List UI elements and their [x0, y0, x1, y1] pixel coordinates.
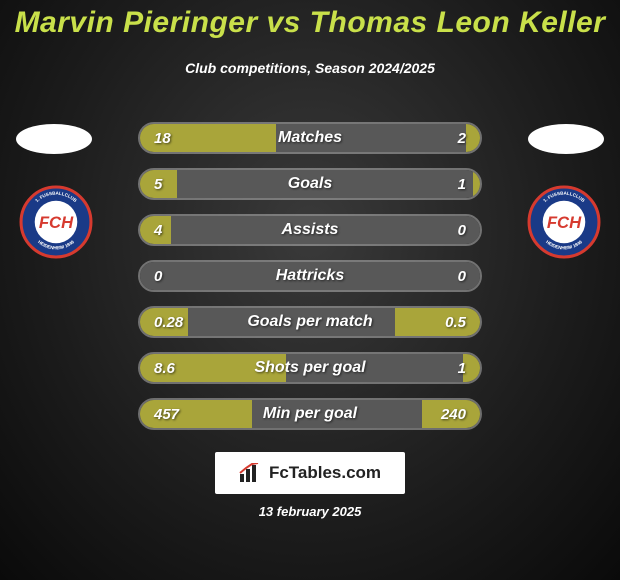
comparison-bars: 182Matches 51Goals 40Assists 00Hattricks 0.2…	[138, 122, 482, 444]
date-line: 13 february 2025	[0, 504, 620, 519]
stat-row: 00Hattricks	[138, 260, 482, 292]
stat-row: 0.280.5Goals per match	[138, 306, 482, 338]
stat-label: Goals	[140, 170, 480, 198]
fctables-text: FcTables.com	[269, 463, 381, 483]
stat-label: Matches	[140, 124, 480, 152]
stat-row: 182Matches	[138, 122, 482, 154]
stat-row: 40Assists	[138, 214, 482, 246]
player-avatar-left	[16, 124, 92, 154]
stat-row: 8.61Shots per goal	[138, 352, 482, 384]
stat-row: 51Goals	[138, 168, 482, 200]
club-badge-right: 1. FUSSBALLCLUB HEIDENHEIM 1846 FCH	[526, 184, 602, 260]
stat-label: Assists	[140, 216, 480, 244]
stat-label: Goals per match	[140, 308, 480, 336]
club-badge-left: 1. FUSSBALLCLUB HEIDENHEIM 1846 FCH	[18, 184, 94, 260]
badge-label: FCH	[39, 213, 74, 232]
stat-label: Min per goal	[140, 400, 480, 428]
comparison-card: Marvin Pieringer vs Thomas Leon Keller C…	[0, 0, 620, 580]
bars-icon	[239, 463, 263, 483]
stat-row: 457240Min per goal	[138, 398, 482, 430]
stat-label: Shots per goal	[140, 354, 480, 382]
player-avatar-right	[528, 124, 604, 154]
fctables-logo-box: FcTables.com	[215, 452, 405, 494]
stat-label: Hattricks	[140, 262, 480, 290]
page-title: Marvin Pieringer vs Thomas Leon Keller	[0, 6, 620, 40]
badge-label: FCH	[547, 213, 582, 232]
subtitle: Club competitions, Season 2024/2025	[0, 60, 620, 76]
